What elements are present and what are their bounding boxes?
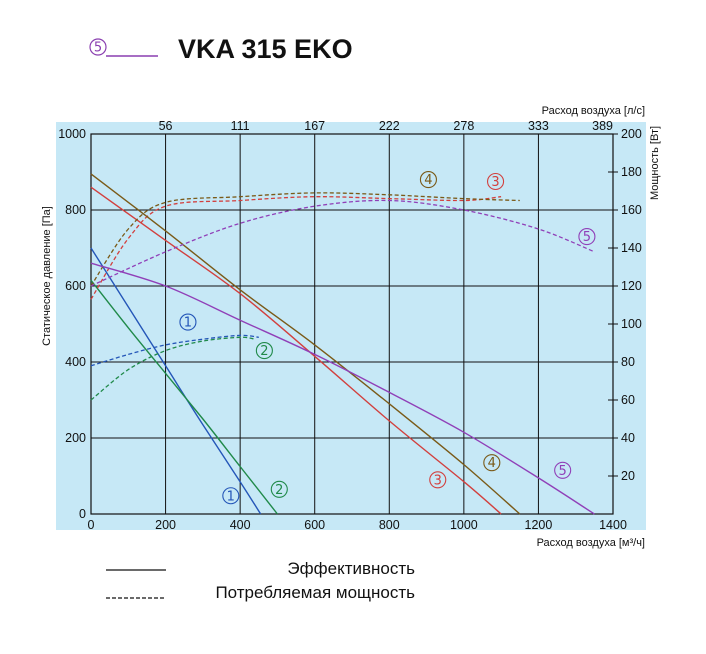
- curve-marker-circle-2: [255, 342, 273, 360]
- curve-marker-label-1: 1: [227, 489, 235, 504]
- power-curve-3: [90, 196, 502, 300]
- x-tick-label: 1000: [450, 518, 478, 532]
- curve-marker-circle-1: [179, 313, 197, 331]
- x2-tick-label: 278: [453, 119, 474, 133]
- power-curve-1: [90, 334, 259, 367]
- y2-tick-label: 160: [621, 203, 642, 217]
- x-tick-label: 200: [155, 518, 176, 532]
- plot-frame: [90, 133, 614, 515]
- y2-tick-label: 200: [621, 127, 642, 141]
- x-tick-label: 600: [304, 518, 325, 532]
- x-tick-label: 400: [230, 518, 251, 532]
- y-tick-label: 0: [79, 507, 86, 521]
- pressure-curve-1: [90, 247, 262, 515]
- y-tick-label: 1000: [58, 127, 86, 141]
- pressure-curve-3: [90, 186, 502, 515]
- x-tick-label: 1200: [525, 518, 553, 532]
- x2-axis-title: Расход воздуха [л/с]: [542, 105, 645, 117]
- title-marker-number: 5: [94, 41, 102, 56]
- x2-tick-label: 111: [231, 119, 250, 133]
- header: 5 VKA 315 EKO: [89, 34, 353, 64]
- curve-marker-label-4: 4: [424, 173, 432, 188]
- curve-marker-circle-3: [486, 172, 505, 191]
- legend-solid-label: Эффективность: [287, 559, 415, 578]
- plot-area: 0 200 400 600 800 1000 1200 1400020040060080010…: [56, 119, 646, 532]
- x2-tick-label: 56: [159, 119, 173, 133]
- pressure-curve-4: [90, 173, 521, 515]
- y2-tick-label: 140: [621, 241, 642, 255]
- curve-marker-label-2: 2: [275, 483, 283, 498]
- pressure-curve-2: [90, 279, 278, 515]
- x-tick-label: 1400: [599, 518, 627, 532]
- x-axis-title: Расход воздуха [м³/ч]: [537, 537, 645, 549]
- y-axis-title: Статическое давление [Па]: [41, 206, 53, 346]
- x-tick-label: 800: [379, 518, 400, 532]
- curve-marker-circle-2: [270, 480, 288, 498]
- power-curve-5: [90, 199, 595, 287]
- curve-marker-circle-5: [554, 461, 572, 479]
- curve-marker-label-5: 5: [583, 230, 591, 245]
- y-tick-label: 200: [65, 431, 86, 445]
- title-marker-circle: [89, 38, 107, 56]
- curve-marker-circle-3: [429, 471, 447, 489]
- x2-tick-label: 389: [592, 119, 613, 133]
- curve-marker-circle-1: [222, 487, 240, 505]
- legend-dashed-label: Потребляемая мощность: [215, 583, 415, 602]
- curve-marker-circle-5: [578, 228, 596, 246]
- y2-axis-title: Мощность [Вт]: [649, 126, 661, 200]
- curve-marker-label-1: 1: [184, 316, 192, 331]
- curve-marker-circle-4: [419, 171, 437, 189]
- curve-marker-label-3: 3: [434, 473, 442, 488]
- pressure-curve-5: [90, 262, 595, 515]
- y-tick-label: 800: [65, 203, 86, 217]
- y2-tick-label: 180: [621, 165, 642, 179]
- y2-tick-label: 60: [621, 393, 635, 407]
- curve-marker-label-3: 3: [491, 175, 499, 190]
- y2-tick-label: 40: [621, 431, 635, 445]
- y-tick-label: 400: [65, 355, 86, 369]
- y2-tick-label: 120: [621, 279, 642, 293]
- x2-tick-label: 167: [304, 119, 325, 133]
- x2-tick-label: 222: [379, 119, 400, 133]
- curve-marker-label-5: 5: [559, 464, 567, 479]
- y-tick-label: 600: [65, 279, 86, 293]
- curve-marker-label-4: 4: [488, 456, 496, 471]
- x2-tick-label: 333: [528, 119, 549, 133]
- y2-tick-label: 20: [621, 469, 635, 483]
- curve-marker-circle-4: [483, 454, 501, 472]
- y2-tick-label: 100: [621, 317, 642, 331]
- legend: Эффективность Потребляемая мощность: [106, 559, 415, 602]
- curve-marker-label-2: 2: [260, 344, 268, 359]
- y2-tick-label: 80: [621, 355, 635, 369]
- x-tick-label: 0: [88, 518, 95, 532]
- page-title: VKA 315 EKO: [178, 34, 353, 64]
